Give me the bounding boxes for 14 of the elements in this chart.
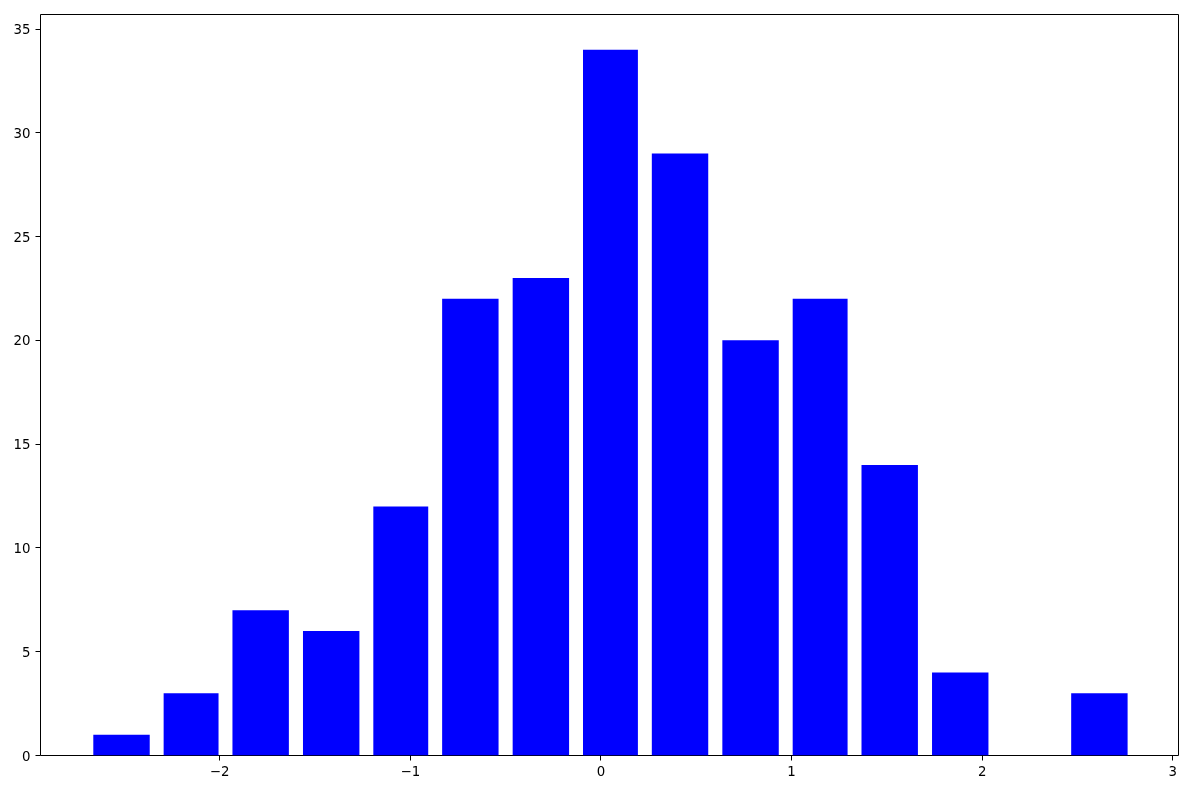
y-tick-label: 15 <box>13 437 31 453</box>
x-tick-label: 2 <box>977 763 987 779</box>
y-tick-label: 30 <box>13 125 31 141</box>
y-tick-label: 5 <box>22 644 31 660</box>
x-tick-label: −1 <box>400 763 421 779</box>
y-tick-label: 10 <box>13 540 31 556</box>
y-tick-label: 35 <box>13 22 31 38</box>
y-tick-label: 25 <box>13 229 31 245</box>
y-tick-label: 20 <box>13 333 31 349</box>
y-tick-label: 0 <box>22 748 31 764</box>
x-tick-label: 3 <box>1168 763 1178 779</box>
x-tick-label: 0 <box>596 763 606 779</box>
x-tick-label: −2 <box>209 763 230 779</box>
x-tick-label: 1 <box>787 763 796 779</box>
